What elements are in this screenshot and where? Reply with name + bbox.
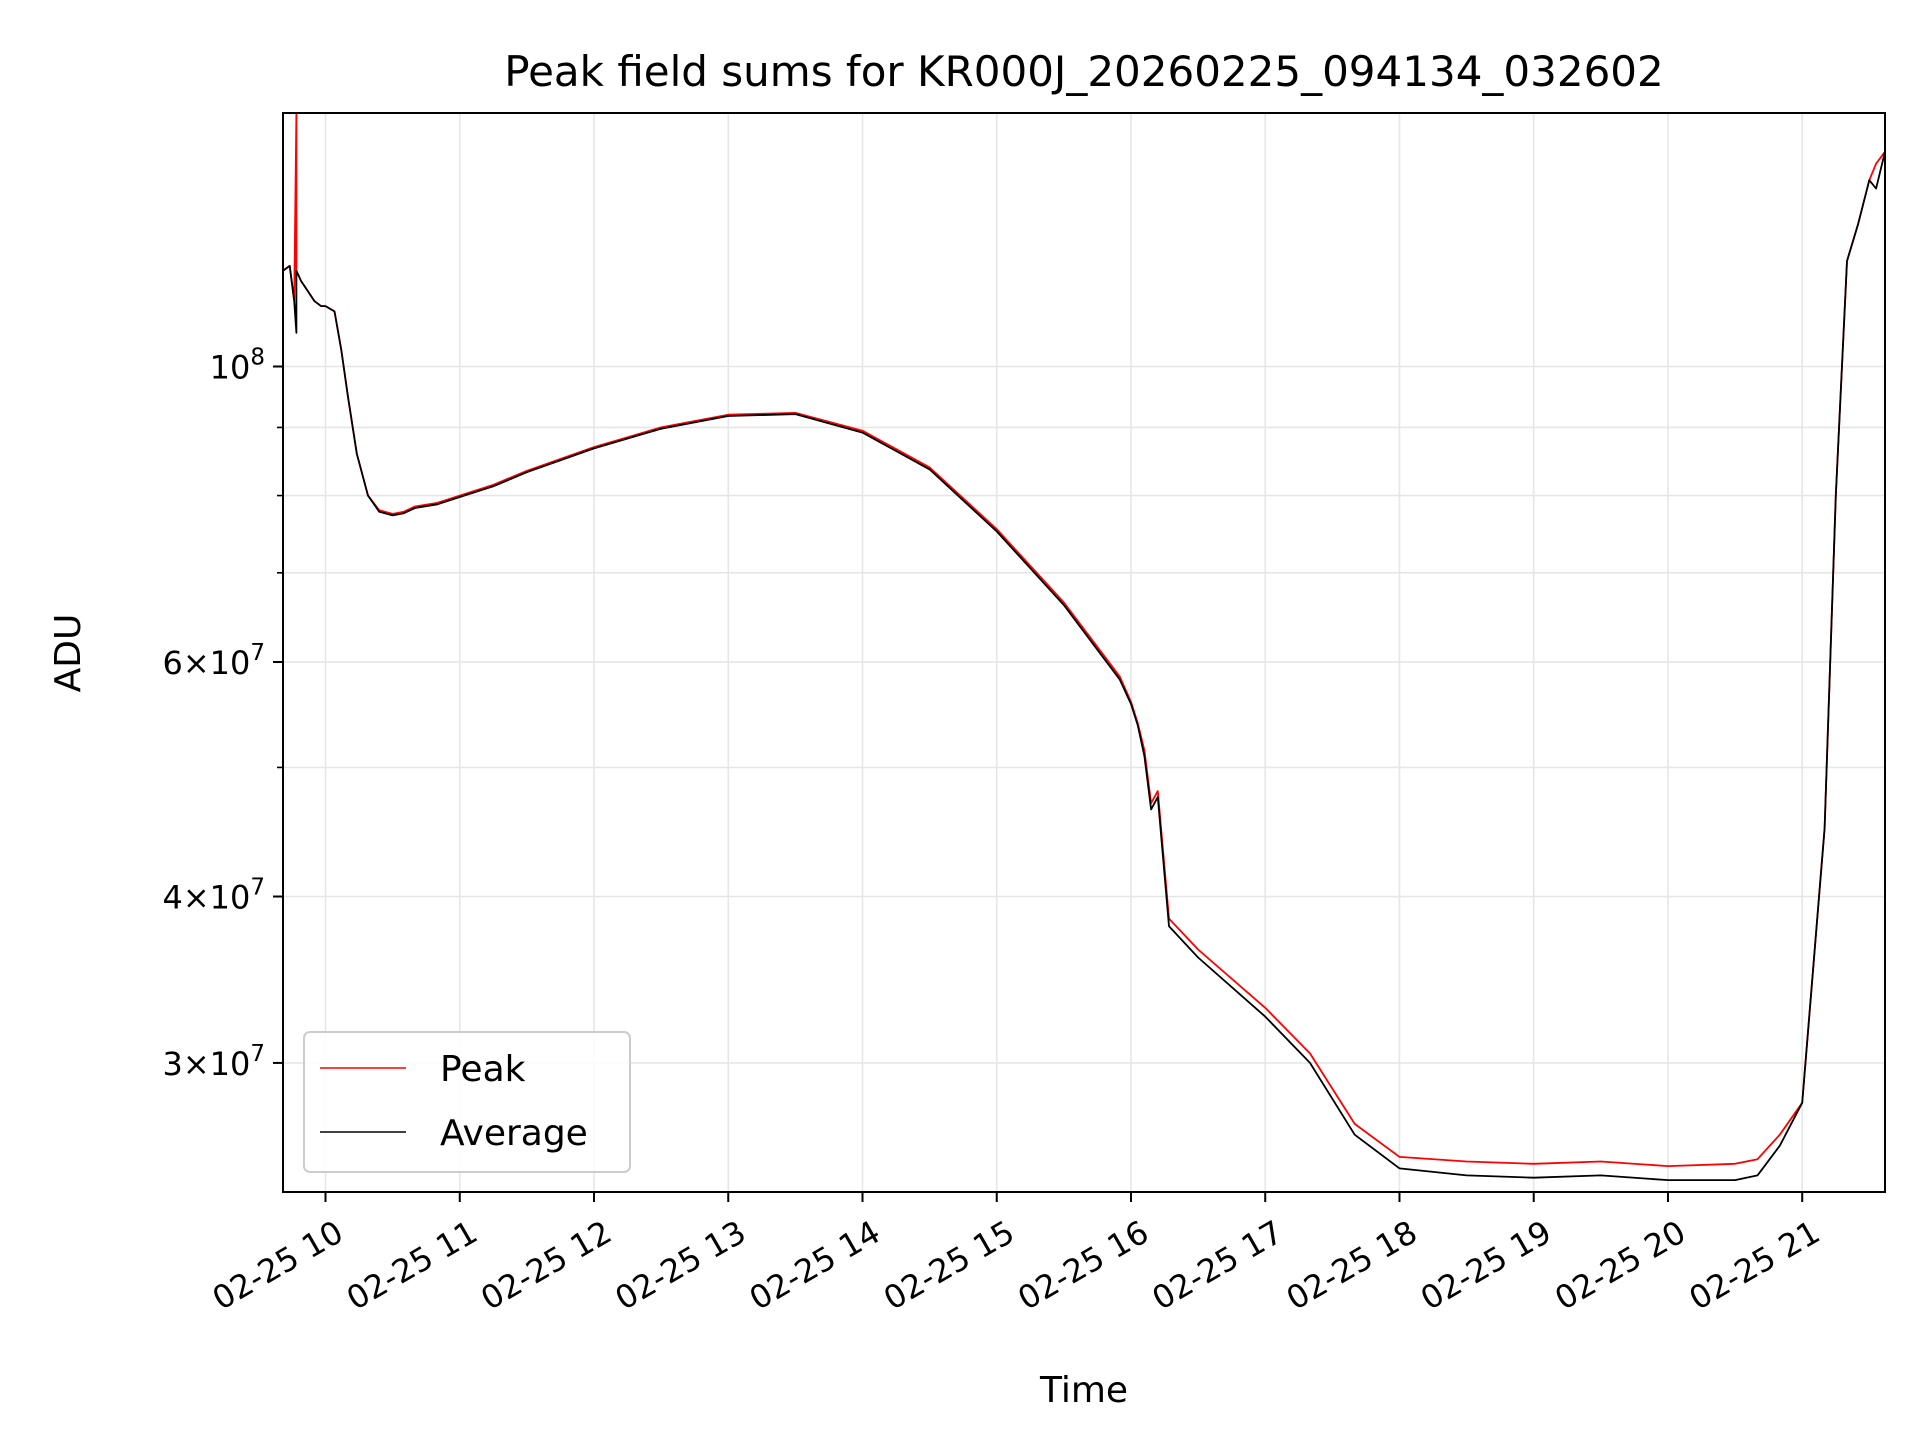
y-tick-exponent: 8	[250, 345, 265, 371]
y-tick-exponent: 7	[250, 1041, 265, 1067]
y-tick-label: 6×107	[162, 640, 265, 682]
y-tick-base: 10	[210, 1045, 251, 1083]
chart-title: Peak field sums for KR000J_20260225_0941…	[504, 47, 1664, 96]
y-tick-mantissa: 6×	[162, 644, 209, 682]
x-axis-label: Time	[1039, 1370, 1128, 1411]
legend-label-peak: Peak	[440, 1049, 526, 1090]
y-tick-label: 3×107	[162, 1041, 265, 1083]
y-tick-label: 108	[210, 345, 265, 387]
legend: Peak Average	[303, 1031, 631, 1173]
y-axis-label: ADU	[48, 614, 89, 693]
y-tick-base: 10	[210, 349, 251, 387]
y-tick-exponent: 7	[250, 640, 265, 666]
y-tick-base: 10	[210, 644, 251, 682]
y-tick-exponent: 7	[250, 875, 265, 901]
series-lines	[283, 113, 1885, 1181]
y-tick-mantissa: 3×	[162, 1045, 209, 1083]
plot-frame	[282, 112, 1886, 1193]
grid-lines	[283, 113, 1885, 1192]
y-tick-base: 10	[210, 879, 251, 917]
legend-label-average: Average	[440, 1113, 588, 1154]
y-tick-mantissa: 4×	[162, 879, 209, 917]
series-line-average	[283, 151, 1885, 1181]
plot-area	[283, 113, 1885, 1192]
y-tick-label: 4×107	[162, 875, 265, 917]
legend-box	[303, 1031, 631, 1173]
